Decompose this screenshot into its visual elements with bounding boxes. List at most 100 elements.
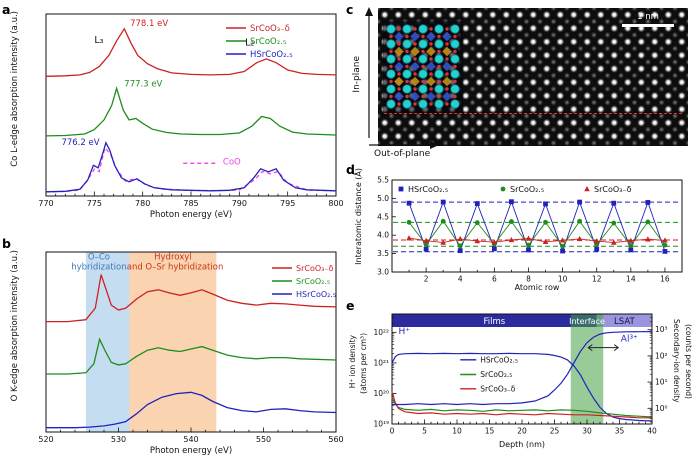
panel-d-label: d	[346, 162, 355, 177]
scale-bar-line	[622, 24, 674, 27]
sr-atom	[450, 39, 460, 49]
o-atom	[389, 94, 393, 99]
panel-a-frame	[45, 13, 337, 197]
left-tick-label: 10²²	[373, 328, 389, 337]
o-atom	[445, 27, 449, 31]
o-atom	[421, 49, 425, 54]
o-atom	[421, 79, 425, 84]
o-atom	[453, 49, 457, 54]
y-tick-label: 4.0	[377, 231, 389, 240]
x-tick-label: 16	[660, 275, 670, 284]
sr-atom	[450, 99, 460, 109]
x-tick-label: 12	[592, 275, 602, 284]
o-atom	[453, 79, 457, 84]
marker-triangle	[559, 237, 566, 243]
legend-label: HSrCoO₂.₅	[296, 290, 336, 299]
sr-atom	[402, 99, 412, 109]
curve-SrCoO₂.₅	[46, 337, 337, 375]
marker-triangle	[474, 238, 481, 244]
out-of-plane-axis-label: Out-of-plane	[374, 149, 431, 159]
series-SrCoO₃₋δ	[409, 237, 665, 244]
series-SrCoO₂.₅	[408, 220, 666, 247]
o-atom	[429, 87, 433, 91]
o-atom	[429, 57, 433, 61]
o-atom	[421, 34, 425, 39]
sr-atom	[418, 84, 428, 94]
marker-circle	[509, 219, 514, 224]
right-tick-label: 10¹	[655, 378, 668, 387]
x-tick-label: 6	[492, 275, 497, 284]
o-atom	[445, 102, 449, 106]
legend-label: HSrCoO₂.₅	[408, 185, 448, 194]
curve-SrCoO₃₋δ	[46, 274, 337, 323]
marker-triangle	[593, 238, 600, 244]
marker-circle	[440, 218, 446, 224]
marker-triangle	[508, 236, 515, 243]
marker-square	[423, 246, 429, 252]
o-atom	[413, 42, 417, 46]
marker-square	[611, 200, 617, 206]
sr-atom	[434, 39, 444, 49]
o-atom	[445, 57, 449, 61]
right-tick-label: 10⁰	[655, 404, 668, 413]
out-of-plane-arrowhead	[430, 141, 439, 149]
o-atom	[389, 49, 393, 54]
y-tick-label: 5.0	[377, 194, 389, 203]
panel-a-label: a	[2, 2, 11, 17]
lsat-bar	[596, 314, 652, 327]
o-atom	[437, 79, 441, 84]
sr-atom	[418, 99, 428, 109]
sr-atom	[418, 54, 428, 64]
marker-circle	[628, 243, 634, 248]
o-atom	[453, 34, 457, 39]
highlighted-atomic-row	[384, 112, 682, 114]
annotation: L₂	[245, 38, 254, 49]
series-HSrCoO₂.₅	[408, 200, 666, 253]
legend-label: SrCoO₂.₅	[250, 37, 286, 47]
o-atom	[397, 72, 401, 76]
o-atom	[445, 72, 449, 76]
o-atom	[413, 72, 417, 76]
stem-haadf-image: 1 nm	[378, 8, 688, 146]
hydroxyl-o-sr-band	[129, 252, 217, 432]
o-atom	[389, 64, 393, 69]
marker-square	[560, 248, 565, 254]
sr-atom	[450, 54, 460, 64]
x-tick-label: 795	[280, 199, 295, 208]
y-tick-label: 3.5	[377, 249, 389, 258]
marker-square	[645, 200, 651, 205]
marker-square	[543, 201, 548, 207]
sr-atom	[386, 69, 396, 79]
annotation: 778.1 eV	[130, 19, 168, 29]
marker-square	[457, 248, 463, 254]
marker-triangle	[440, 239, 446, 245]
sr-atom	[402, 39, 412, 49]
lsat-label: LSAT	[614, 317, 635, 327]
panel-e-ylabel-left-line2: (atoms per cm³)	[359, 333, 368, 394]
panel-d-ylabel: Interatomic distance (Å)	[354, 168, 363, 265]
x-tick-label: 10	[558, 275, 568, 284]
sr-atom	[386, 54, 396, 64]
o-atom	[421, 94, 425, 99]
curve-h-HSrCoO₂.₅	[391, 352, 653, 422]
marker-triangle	[584, 186, 590, 192]
x-tick-label: 0	[390, 427, 395, 436]
panel-b-ylabel: O K-edge absorption intensity (a.u.)	[10, 250, 20, 402]
films-label: Films	[484, 317, 506, 327]
o-atom	[429, 72, 433, 76]
marker-triangle	[542, 238, 549, 245]
x-tick-label: 5	[422, 427, 427, 436]
sr-atom	[386, 99, 396, 109]
sr-atom	[386, 24, 396, 34]
o-atom	[397, 87, 401, 91]
curve-SrCoO₂.₅	[45, 86, 337, 137]
sr-atom	[402, 84, 412, 94]
x-tick-label: 30	[582, 427, 592, 436]
marker-triangle	[423, 237, 429, 243]
o-atom	[413, 102, 417, 106]
panel-e-xlabel: Depth (nm)	[498, 440, 545, 449]
o-atom	[445, 87, 449, 91]
panel-b-xlabel: Photon energy (eV)	[149, 446, 233, 456]
panel-a-xlabel: Photon energy (eV)	[149, 210, 233, 220]
